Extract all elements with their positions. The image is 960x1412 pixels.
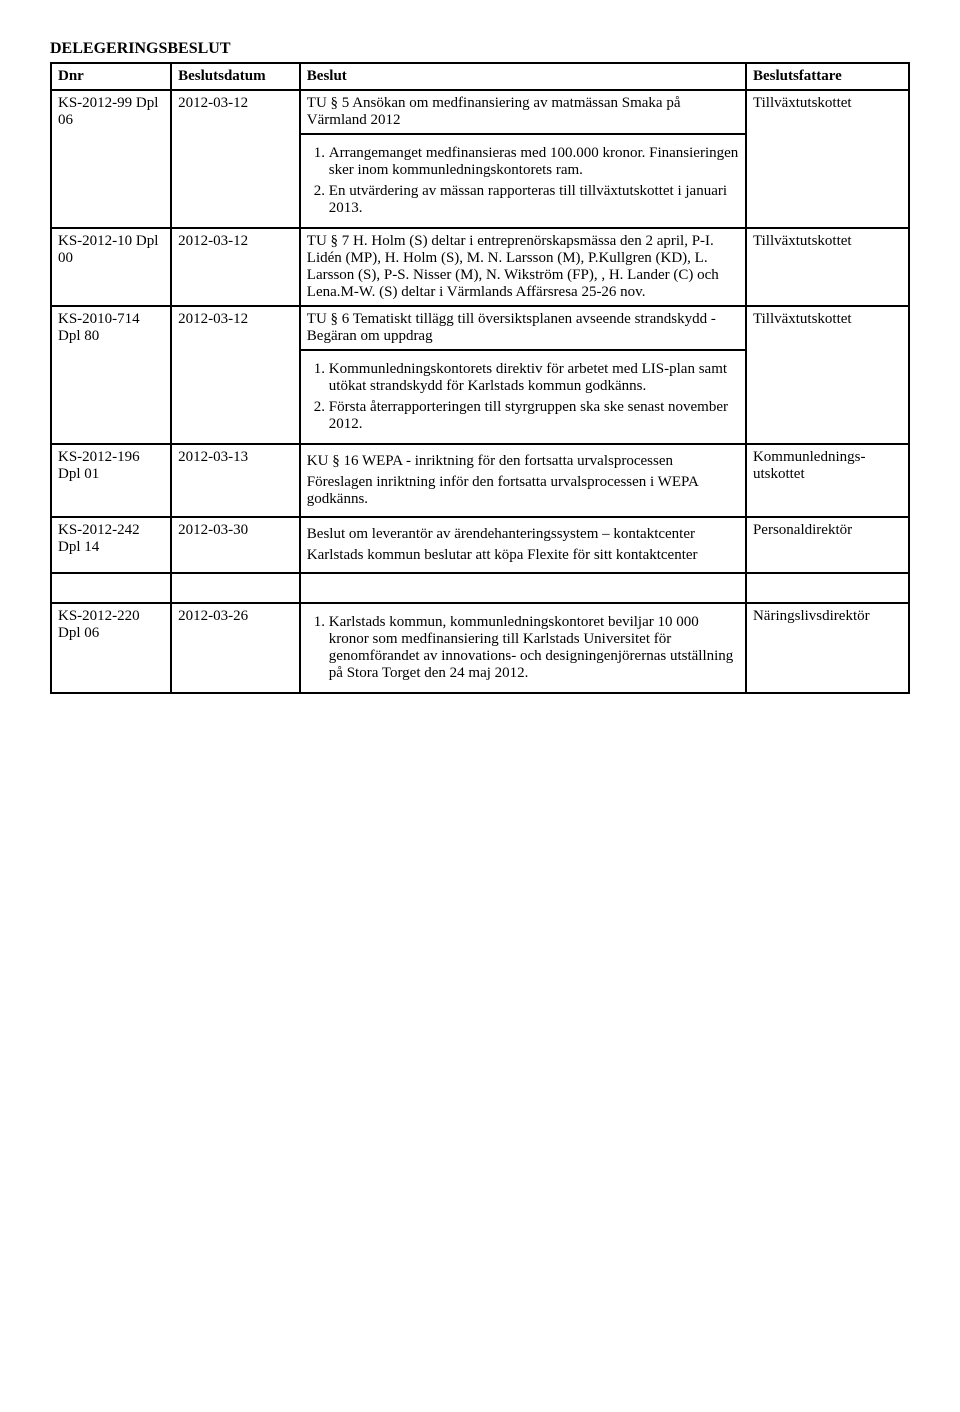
spacer-row [51, 573, 909, 603]
beslut-paragraph: Föreslagen inriktning inför den fortsatt… [307, 474, 739, 508]
cell-bf: Kommunlednings-utskottet [746, 444, 909, 517]
table-header-row: Dnr Beslutsdatum Beslut Beslutsfattare [51, 63, 909, 90]
beslut-paragraph: Karlstads kommun beslutar att köpa Flexi… [307, 547, 739, 564]
list-item: Kommunledningskontorets direktiv för arb… [329, 361, 739, 395]
table-row: KS-2012-220 Dpl 06 2012-03-26 Karlstads … [51, 603, 909, 693]
col-bf: Beslutsfattare [746, 63, 909, 90]
cell-beslut: Karlstads kommun, kommunledningskontoret… [300, 603, 746, 693]
cell-dnr: KS-2010-714 Dpl 80 [51, 306, 171, 444]
cell-date: 2012-03-12 [171, 228, 300, 306]
beslut-paragraph: Beslut om leverantör av ärendehanterings… [307, 526, 739, 543]
cell-bf: Personaldirektör [746, 517, 909, 573]
cell-beslut: Beslut om leverantör av ärendehanterings… [300, 517, 746, 573]
cell-dnr: KS-2012-242 Dpl 14 [51, 517, 171, 573]
table-row: KS-2010-714 Dpl 80 2012-03-12 TU § 6 Tem… [51, 306, 909, 350]
list-item: Karlstads kommun, kommunledningskontoret… [329, 614, 739, 682]
cell-dnr: KS-2012-196 Dpl 01 [51, 444, 171, 517]
cell-beslut-intro: TU § 6 Tematiskt tillägg till översiktsp… [300, 306, 746, 350]
list-item: Första återrapporteringen till styrgrupp… [329, 399, 739, 433]
table-row: KS-2012-196 Dpl 01 2012-03-13 KU § 16 WE… [51, 444, 909, 517]
cell-beslut-intro: TU § 5 Ansökan om medfinansiering av mat… [300, 90, 746, 134]
cell-dnr: KS-2012-99 Dpl 06 [51, 90, 171, 228]
list-item: Arrangemanget medfinansieras med 100.000… [329, 145, 739, 179]
cell-bf: Tillväxtutskottet [746, 90, 909, 228]
cell-dnr: KS-2012-10 Dpl 00 [51, 228, 171, 306]
cell-beslut: TU § 7 H. Holm (S) deltar i entreprenörs… [300, 228, 746, 306]
cell-beslut-list: Kommunledningskontorets direktiv för arb… [300, 350, 746, 444]
cell-dnr: KS-2012-220 Dpl 06 [51, 603, 171, 693]
table-row: KS-2012-99 Dpl 06 2012-03-12 TU § 5 Ansö… [51, 90, 909, 134]
cell-bf: Tillväxtutskottet [746, 306, 909, 444]
cell-date: 2012-03-12 [171, 306, 300, 444]
col-dnr: Dnr [51, 63, 171, 90]
table-row: KS-2012-10 Dpl 00 2012-03-12 TU § 7 H. H… [51, 228, 909, 306]
cell-beslut-list: Arrangemanget medfinansieras med 100.000… [300, 134, 746, 228]
col-datum: Beslutsdatum [171, 63, 300, 90]
table-row: KS-2012-242 Dpl 14 2012-03-30 Beslut om … [51, 517, 909, 573]
decisions-table: Dnr Beslutsdatum Beslut Beslutsfattare K… [50, 62, 910, 694]
cell-date: 2012-03-30 [171, 517, 300, 573]
cell-date: 2012-03-12 [171, 90, 300, 228]
cell-bf: Tillväxtutskottet [746, 228, 909, 306]
cell-date: 2012-03-13 [171, 444, 300, 517]
cell-date: 2012-03-26 [171, 603, 300, 693]
col-beslut: Beslut [300, 63, 746, 90]
page-title: DELEGERINGSBESLUT [50, 40, 910, 58]
beslut-paragraph: KU § 16 WEPA - inriktning för den fortsa… [307, 453, 739, 470]
cell-beslut: KU § 16 WEPA - inriktning för den fortsa… [300, 444, 746, 517]
list-item: En utvärdering av mässan rapporteras til… [329, 183, 739, 217]
cell-bf: Näringslivsdirektör [746, 603, 909, 693]
